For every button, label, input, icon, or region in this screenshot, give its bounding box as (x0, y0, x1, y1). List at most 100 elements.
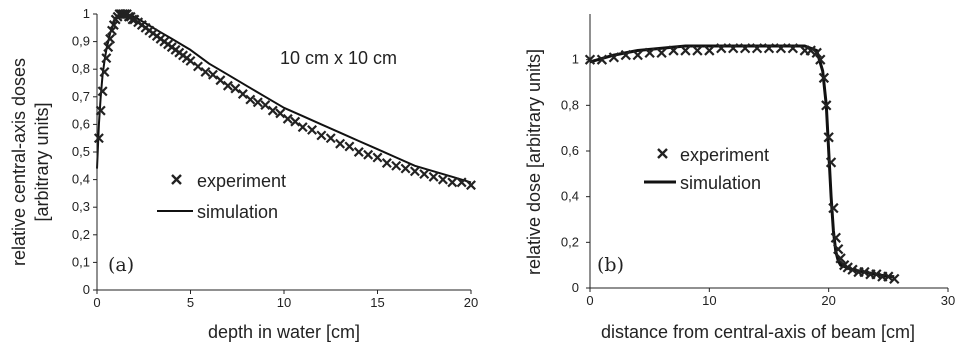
panel-b-x-tick-label: 30 (941, 293, 955, 308)
panel-a-x-tick-label: 5 (187, 295, 194, 310)
panel-b-y-tick-label: 0,2 (561, 234, 579, 249)
panel-a-y-tick-label: 0,6 (72, 116, 90, 131)
panel-b-y-tick-label: 0,4 (561, 189, 579, 204)
panel-a-experiment-point (207, 69, 218, 80)
panel-a-annotation: 10 cm x 10 cm (280, 48, 397, 68)
panel-b-experiment-point (811, 47, 822, 58)
panel-a-experiment-point (391, 160, 402, 171)
panel-a-experiment-point (97, 86, 108, 97)
panel-a-experiment-point (316, 130, 327, 141)
panel-a-experiment-point (372, 152, 383, 163)
panel-a-experiment-point (275, 108, 286, 119)
panel-a-experiment-point (335, 138, 346, 149)
panel-a-x-axis-label: depth in water [cm] (208, 322, 360, 342)
panel-a-experiment-point (428, 171, 439, 182)
panel-a-experiment-point (353, 147, 364, 157)
panel-a-experiment-point (237, 89, 248, 100)
panel-a-experiment-point (297, 122, 308, 133)
panel-a-experiment-point (185, 55, 196, 66)
panel-b-x-tick-label: 10 (702, 293, 716, 308)
panel-a-experiment-point (215, 75, 226, 86)
panel-b-y-tick-label: 0,6 (561, 143, 579, 158)
panel-b: 0 10 20 30 0 0,2 0,4 0,6 0,8 1 distance from cen… (524, 14, 955, 342)
panel-a-experiment-point (99, 66, 110, 77)
panel-a-experiment-point (252, 97, 263, 108)
panel-b-y-tick-label: 1 (572, 52, 579, 67)
panel-a-experiment-point (260, 100, 271, 111)
panel-b-experiment-point (644, 47, 655, 58)
panel-b-legend-simulation-label: simulation (680, 173, 761, 193)
panel-b-legend-experiment-marker (657, 148, 668, 159)
panel-a-experiment-point (466, 180, 476, 191)
panel-a-experiment-point (267, 105, 278, 116)
panel-b-y-tick-label: 0 (572, 280, 579, 295)
panel-b-y-tick-label: 0,8 (561, 97, 579, 112)
panel-a-experiment-point (127, 14, 138, 25)
panel-a-experiment-point (344, 141, 355, 152)
panel-b-experiment-point (775, 43, 787, 54)
panel-b-experiment-point (680, 45, 691, 56)
panel-a-experiment-point (193, 61, 203, 72)
panel-a-y-tick-label: 0,1 (72, 254, 90, 269)
panel-b-x-tick-label: 20 (821, 293, 835, 308)
panel-b-experiment-point (716, 43, 727, 54)
panel-b-experiment-point (739, 43, 751, 54)
panel-b-experiment-point (704, 45, 715, 56)
panel-a-y-axis-label-line2: [arbitrary units] (32, 102, 52, 221)
panel-a-experiment-point (409, 166, 420, 177)
panel-a-y-tick-label: 0,8 (72, 61, 90, 76)
panel-b-marks (584, 43, 900, 285)
panel-a-experiment-point (108, 20, 119, 31)
panel-b-experiment-point (818, 72, 830, 84)
panel-b-experiment-point (620, 49, 631, 61)
panel-a-x-ticks: 0 5 10 15 20 (93, 290, 478, 310)
panel-a-experiment-point (103, 42, 114, 53)
panel-a-experiment-point (93, 133, 104, 144)
panel-a-experiment-point (447, 177, 458, 188)
panel-b-experiment-point (805, 45, 816, 56)
panel-a-y-tick-label: 0,9 (72, 34, 90, 49)
panel-a-experiment-point (105, 33, 116, 44)
panel-a-experiment-point (101, 53, 112, 64)
panel-a-experiment-point (325, 133, 336, 144)
panel-a-experiment-point (106, 25, 117, 36)
panel-b-experiment-point (830, 232, 842, 243)
panel-b-experiment-point (828, 202, 839, 214)
panel-a-x-tick-label: 15 (370, 295, 384, 310)
panel-b-experiment-point (596, 54, 608, 65)
panel-b-experiment-point (889, 273, 900, 285)
panel-b-y-ticks: 0 0,2 0,4 0,6 0,8 1 (561, 52, 590, 295)
panel-b-experiment-point (751, 43, 763, 54)
panel-b-experiment-point (787, 43, 799, 54)
panel-b-experiment-point (825, 157, 837, 168)
panel-b-experiment-point (815, 54, 826, 65)
panel-a-y-tick-label: 0,2 (72, 227, 90, 242)
panel-a-y-tick-label: 1 (83, 6, 90, 21)
panel-b-x-axis-label: distance from central-axis of beam [cm] (601, 322, 915, 342)
panel-b-experiment-point (833, 244, 844, 255)
panel-a-legend: experiment simulation (157, 171, 286, 222)
panel-b-experiment-point (668, 45, 679, 56)
panel-b-y-axis-label: relative dose [arbitrary units] (524, 49, 544, 275)
panel-a-y-tick-label: 0,7 (72, 89, 90, 104)
panel-a-y-tick-label: 0,4 (72, 172, 90, 187)
panel-a-y-tick-label: 0,5 (72, 144, 90, 159)
panel-b-experiment-point (883, 271, 894, 282)
panel-b-experiment-point (859, 266, 870, 278)
panel-b-x-tick-label: 0 (586, 293, 593, 308)
panel-a-y-axis-label-line1: relative central-axis doses (9, 58, 29, 266)
panel-a-experiment-point (381, 158, 392, 169)
panel-b-experiment-point (608, 52, 620, 63)
panel-a-label: (a) (108, 254, 134, 276)
panel-a-legend-experiment-marker (171, 174, 182, 185)
panel-a-marks (93, 9, 476, 191)
panel-a-experiment-point (437, 174, 448, 185)
panel-a-experiment-point (419, 169, 430, 180)
panel-b-x-ticks: 0 10 20 30 (586, 288, 955, 308)
panel-b-experiment-point (728, 43, 739, 54)
panel-b-experiment-point (835, 253, 846, 264)
panel-a-experiment-point (290, 116, 301, 127)
panel-a-x-tick-label: 10 (277, 295, 291, 310)
panel-b-label: (b) (597, 254, 624, 276)
